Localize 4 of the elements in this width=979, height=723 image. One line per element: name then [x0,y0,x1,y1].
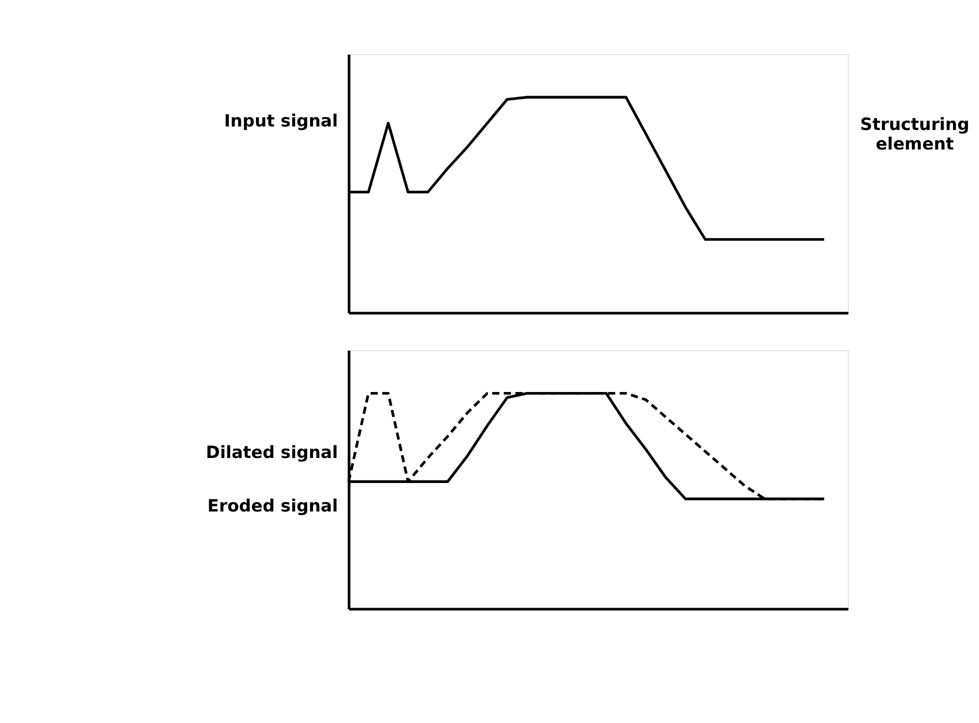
text: Input signal [224,110,338,130]
series-label: Eroded signal [207,496,338,516]
series-label: Dilated signal [206,442,338,462]
text: Structuring element [860,114,970,154]
